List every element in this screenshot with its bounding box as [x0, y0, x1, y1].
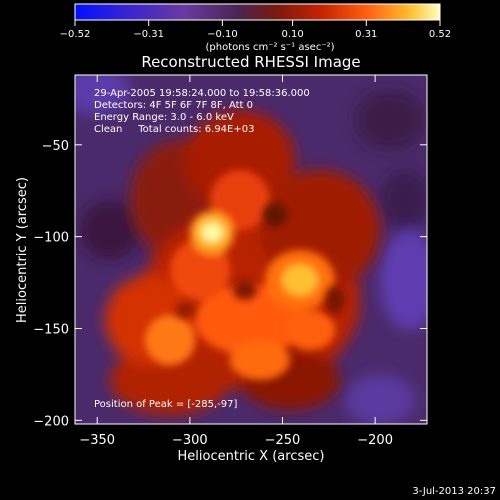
annotations: 29-Apr-2005 19:58:24.000 to 19:58:36.000… [94, 88, 310, 410]
colorbar-strip [74, 3, 441, 21]
annotation-time-range: 29-Apr-2005 19:58:24.000 to 19:58:36.000 [94, 88, 310, 99]
x-axis-label: Heliocentric X (arcsec) [178, 449, 325, 464]
cold-blob [380, 170, 427, 230]
hot-blob [285, 310, 335, 350]
warm-blob [185, 110, 295, 210]
y-axis-ticks: −50 −100 −150 −200 [33, 139, 427, 429]
hole [233, 280, 257, 300]
cold-blob [345, 375, 415, 424]
heatmap-hot-regions [145, 170, 335, 380]
colorbar-tick-label: −0.10 [207, 29, 238, 40]
hot-blob [145, 315, 195, 365]
colorbar-tick-label: −0.31 [133, 29, 164, 40]
peak-core [204, 226, 220, 240]
colorbar-tick-label: 0.10 [281, 29, 303, 40]
colorbar-tick-label: 0.52 [429, 29, 451, 40]
hot-blob [230, 340, 290, 380]
x-tick-label: −350 [79, 433, 115, 448]
annotation-detectors: Detectors: 4F 5F 6F 7F 8F, Att 0 [94, 100, 253, 111]
chart-title: Reconstructed RHESSI Image [141, 53, 360, 71]
heatmap-cold-regions [75, 75, 427, 424]
annotation-peak-position: Position of Peak = [-285,-97] [94, 399, 238, 410]
y-axis-label: Heliocentric Y (arcsec) [15, 177, 30, 323]
x-tick-label: −300 [172, 433, 208, 448]
colorbar-ticks: −0.52 −0.31 −0.10 0.10 0.31 0.52 [60, 20, 451, 40]
y-tick-label: −150 [33, 322, 69, 337]
plot-frame [74, 74, 428, 425]
x-axis-ticks: −350 −300 −250 −200 [79, 75, 393, 448]
hole [175, 302, 195, 318]
annotation-clean-counts: Clean Total counts: 6.94E+03 [94, 124, 254, 135]
y-tick-label: −50 [42, 139, 69, 154]
colorbar-tick-label: −0.52 [60, 29, 91, 40]
heatmap-peak [198, 219, 226, 245]
cold-blob [75, 75, 130, 115]
colorbar: −0.52 −0.31 −0.10 0.10 0.31 0.52 (photons cm⁻… [60, 3, 451, 53]
x-tick-label: −200 [357, 433, 393, 448]
hole [325, 286, 345, 314]
heatmap-image [75, 75, 427, 424]
heatmap-holes [175, 203, 345, 318]
annotation-energy-range: Energy Range: 3.0 - 6.0 keV [94, 112, 234, 123]
cold-blob [80, 200, 140, 260]
hole [263, 203, 287, 227]
footer-date: 3-Jul-2013 20:37 [412, 486, 496, 497]
cold-blob [380, 230, 427, 330]
cold-blob [355, 90, 425, 150]
hot-blob [282, 264, 318, 296]
x-tick-label: −250 [265, 433, 301, 448]
colorbar-units: (photons cm⁻² s⁻¹ asec⁻²) [205, 42, 334, 53]
y-tick-label: −200 [33, 414, 69, 429]
hot-blob [210, 170, 270, 230]
y-tick-label: −100 [33, 231, 69, 246]
colorbar-tick-label: 0.31 [355, 29, 377, 40]
hot-blob [170, 240, 230, 300]
